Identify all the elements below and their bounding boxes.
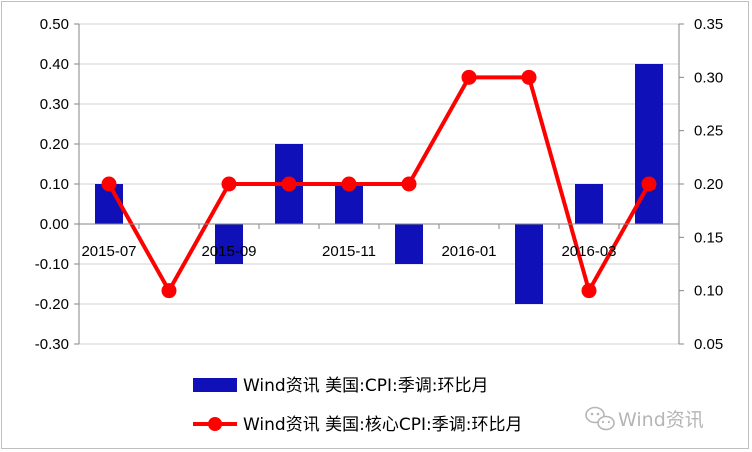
- x-tick-label: 2015-09: [201, 243, 256, 260]
- point-2016-02: [521, 69, 537, 85]
- x-tick-label: 2016-01: [441, 243, 496, 260]
- legend-item-cpi: Wind资讯 美国:CPI:季调:环比月: [193, 376, 488, 396]
- watermark-text: Wind资讯: [618, 409, 704, 431]
- wechat-icon: [585, 406, 615, 431]
- x-tick-label: 2016-03: [561, 243, 616, 260]
- bar-2015-09: [215, 224, 243, 264]
- point-2015-07: [101, 176, 117, 192]
- point-2016-01: [461, 69, 477, 85]
- line-core-cpi: [107, 75, 651, 293]
- y-left-tick-label: -0.20: [35, 296, 69, 313]
- point-2015-09: [221, 176, 237, 192]
- point-2015-08: [161, 283, 177, 299]
- legend-label-cpi: Wind资讯 美国:CPI:季调:环比月: [243, 376, 488, 396]
- point-2016-03: [581, 283, 597, 299]
- legend-label-core-cpi: Wind资讯 美国:核心CPI:季调:环比月: [243, 415, 522, 435]
- line-series-core-cpi: [101, 69, 657, 299]
- x-tick-label: 2015-11: [322, 243, 376, 260]
- axes: -0.30 -0.20 -0.10 0.00 0.10 0.20 0.30 0.40 0.50 0…: [35, 16, 723, 353]
- x-tick-label: 2015-07: [81, 243, 136, 260]
- y-right-tick-label: 0.20: [694, 176, 723, 193]
- legend-item-core-cpi: Wind资讯 美国:核心CPI:季调:环比月: [193, 415, 522, 435]
- y-left-tick-label: 0.20: [40, 136, 69, 153]
- y-right-tick-label: 0.05: [694, 336, 723, 353]
- legend-swatch-core-cpi-marker: [208, 417, 222, 431]
- y-left-tick-label: 0.50: [40, 16, 69, 33]
- y-left-tick-label: 0.40: [40, 56, 69, 73]
- bar-2015-12: [395, 224, 423, 264]
- y-left-tick-label: 0.30: [40, 96, 69, 113]
- point-2015-12: [401, 176, 417, 192]
- legend-swatch-cpi: [193, 378, 237, 392]
- y-left-tick-label: 0.10: [40, 176, 69, 193]
- y-right-tick-label: 0.35: [694, 16, 723, 33]
- point-2016-04: [641, 176, 657, 192]
- y-left-tick-label: 0.00: [40, 216, 69, 233]
- y-right-tick-label: 0.30: [694, 69, 723, 86]
- y-right-tick-label: 0.15: [694, 229, 723, 246]
- bar-2016-02: [515, 224, 543, 304]
- y-right-tick-label: 0.10: [694, 283, 723, 300]
- point-2015-11: [341, 176, 357, 192]
- point-2015-10: [281, 176, 297, 192]
- y-left-tick-label: -0.30: [35, 336, 69, 353]
- y-left-tick-label: -0.10: [35, 256, 69, 273]
- watermark: Wind资讯: [585, 406, 704, 431]
- bar-2016-03: [575, 184, 603, 224]
- y-right-tick-label: 0.25: [694, 123, 723, 140]
- legend: Wind资讯 美国:CPI:季调:环比月 Wind资讯 美国:核心CPI:季调:…: [193, 376, 522, 435]
